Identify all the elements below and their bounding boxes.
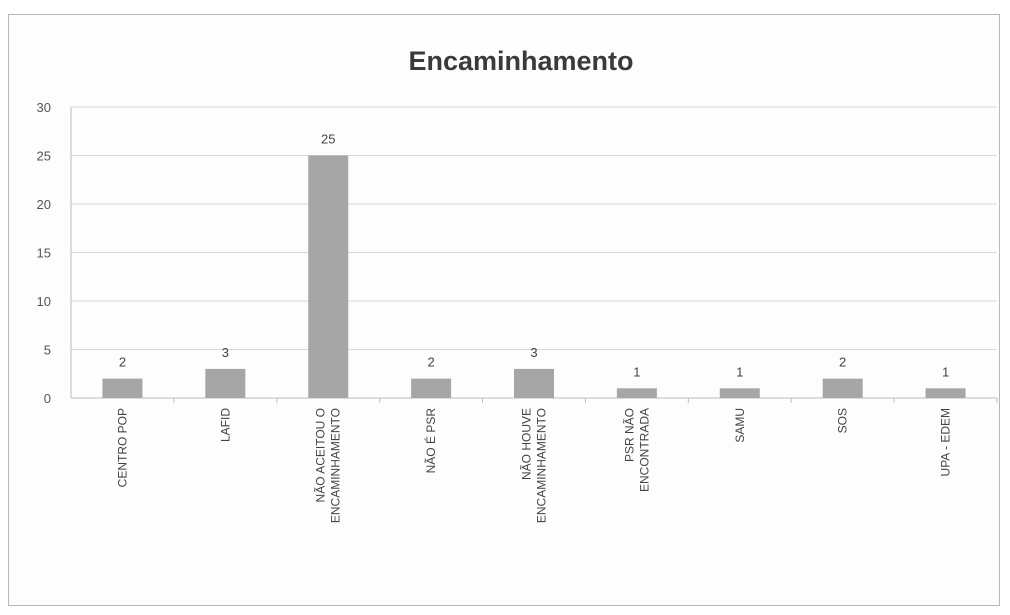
x-axis: CENTRO POP LAFID NÃO ACEITOU O ENCAMINHAMEN… [115,398,998,523]
y-tick-label: 30 [37,100,51,115]
x-tick-label: LAFID [218,408,232,442]
data-label: 3 [530,345,537,360]
x-tick-label-line: SOS [836,408,850,433]
gridlines [71,106,997,399]
data-label: 2 [427,355,434,370]
bar [719,388,760,398]
x-tick-label: UPA - EDEM [939,408,953,476]
bar [411,378,452,398]
x-tick-label-line: SAMU [733,408,747,443]
x-tick-label-line: NÃO É PSR [423,408,438,474]
x-tick-label-line: ENCAMINHAMENTO [329,408,343,523]
chart-frame: Encaminhamento 0 5 10 15 20 25 30 2 3 25 2 3 1 1 2 1 C… [8,14,1000,606]
x-tick-label-line: ENCONTRADA [637,408,651,492]
bar [822,378,863,398]
x-tick-label: NÃO ACEITOU O ENCAMINHAMENTO [314,408,343,523]
bar [205,368,246,398]
chart-title: Encaminhamento [408,46,633,76]
data-label: 1 [736,364,743,379]
y-tick-label: 5 [44,343,51,358]
data-label: 1 [942,364,949,379]
x-tick-label-line: ENCAMINHAMENTO [535,408,549,523]
bar [102,378,143,398]
bars [102,155,966,398]
y-tick-label: 20 [37,197,51,212]
x-tick-label: NÃO HOUVE ENCAMINHAMENTO [520,408,549,523]
bar [925,388,966,398]
y-tick-label: 15 [37,246,51,261]
x-tick-label-line: NÃO HOUVE [520,408,534,480]
bar [514,368,554,398]
x-tick-label: PSR NÃO ENCONTRADA [622,408,651,492]
data-label: 2 [839,355,846,370]
data-label: 25 [321,132,335,147]
data-label: 2 [119,355,126,370]
x-tick-label-line: PSR NÃO [622,408,636,462]
y-tick-label: 10 [37,294,51,309]
x-tick-label-line: UPA - EDEM [939,408,953,476]
bar [308,155,349,398]
x-tick-label-line: NÃO ACEITOU O [314,408,328,502]
bar [616,388,657,398]
x-tick-label: SOS [836,408,850,433]
y-tick-label: 0 [44,391,51,406]
x-tick-label: CENTRO POP [115,408,129,487]
data-label: 3 [222,345,229,360]
bar-chart: Encaminhamento 0 5 10 15 20 25 30 2 3 25 2 3 1 1 2 1 C… [37,46,998,523]
y-tick-label: 25 [37,149,51,164]
x-tick-label: NÃO É PSR [423,408,438,474]
x-tick-label: SAMU [733,408,747,443]
x-tick-label-line: LAFID [218,408,232,442]
x-tick-label-line: CENTRO POP [115,408,129,487]
data-label: 1 [633,364,640,379]
data-labels: 2 3 25 2 3 1 1 2 1 [119,132,949,380]
